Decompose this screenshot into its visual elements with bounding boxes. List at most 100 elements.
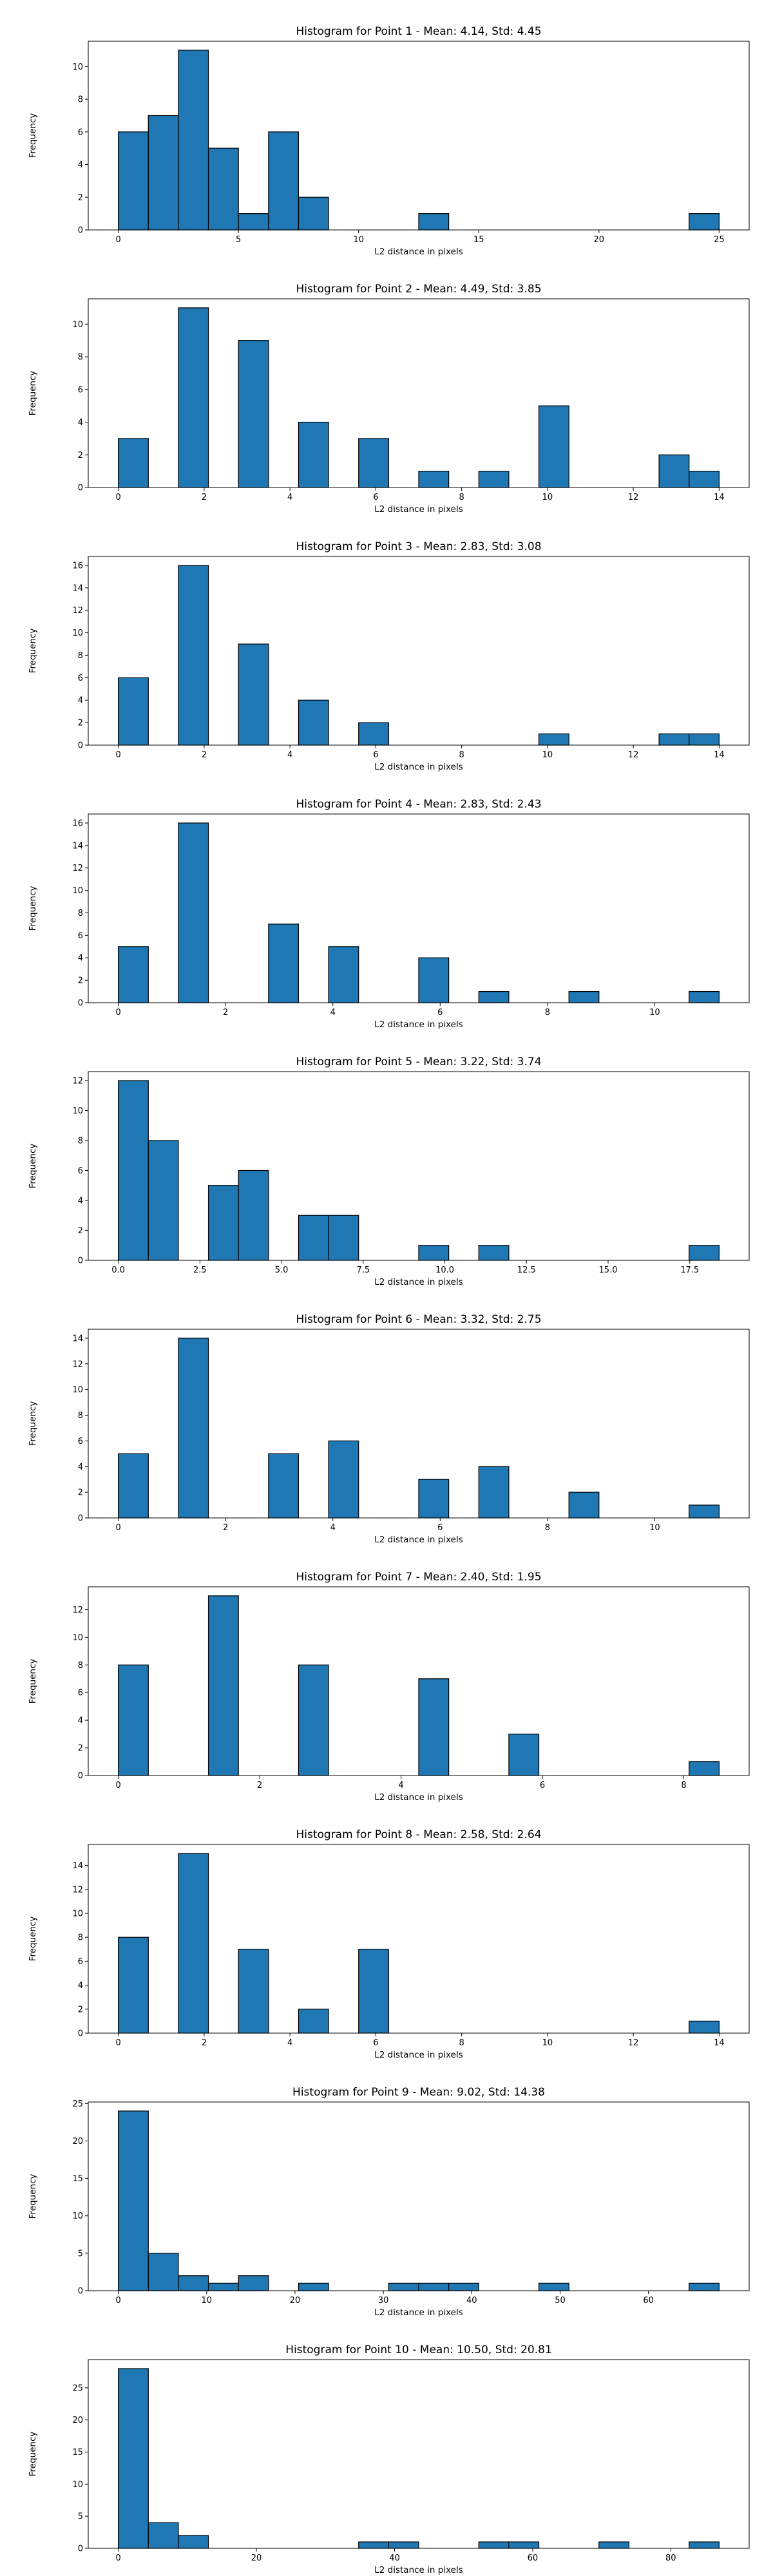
- y-tick-label: 12: [72, 1076, 83, 1086]
- y-tick-label: 2: [78, 193, 83, 203]
- histogram-bar: [568, 990, 600, 1003]
- y-tick-label: 2: [78, 1744, 83, 1754]
- x-tick-label: 2.5: [193, 1265, 207, 1275]
- x-tick-label: 15: [473, 235, 484, 245]
- histogram-bar: [298, 196, 329, 231]
- y-tick-label: 8: [78, 909, 83, 918]
- plot-frame: [88, 1329, 750, 1519]
- histogram-bar: [418, 1245, 450, 1261]
- histogram-bar: [478, 471, 510, 488]
- y-tick-label: 8: [78, 95, 83, 105]
- histogram-bar: [118, 438, 149, 488]
- x-tick-label: 6: [373, 2038, 378, 2048]
- x-tick-label: 4: [330, 1523, 336, 1533]
- x-tick-label: 2: [223, 1523, 228, 1533]
- x-tick-label: 0: [115, 493, 120, 502]
- y-axis-label: Frequency: [28, 629, 38, 674]
- x-tick-label: 0: [115, 1008, 120, 1018]
- y-axis-label: Frequency: [28, 1659, 38, 1704]
- histogram-bar: [388, 2541, 419, 2549]
- y-tick-label: 6: [78, 1957, 83, 1967]
- chart-title: Histogram for Point 5 - Mean: 3.22, Std:…: [296, 1056, 541, 1068]
- y-tick-label: 6: [78, 1689, 83, 1698]
- histogram-bar: [207, 1185, 239, 1261]
- y-tick-label: 0: [78, 1514, 83, 1524]
- histogram-bar: [689, 213, 720, 231]
- histogram-bar: [358, 722, 389, 746]
- histogram-bar: [568, 1492, 600, 1519]
- x-tick-label: 8: [459, 750, 464, 760]
- y-tick-label: 14: [72, 1861, 83, 1871]
- x-tick-label: 10: [542, 750, 553, 760]
- y-tick-label: 6: [78, 674, 83, 683]
- x-tick-label: 4: [287, 493, 292, 502]
- x-tick-label: 8: [681, 1781, 686, 1790]
- histogram-bar: [268, 1453, 300, 1519]
- y-axis-label: Frequency: [28, 1917, 38, 1962]
- histogram-bar: [178, 50, 209, 231]
- y-axis-label: Frequency: [28, 1144, 38, 1189]
- chart-title: Histogram for Point 9 - Mean: 9.02, Std:…: [292, 2086, 545, 2099]
- x-tick-label: 20: [290, 2296, 301, 2306]
- x-tick-label: 10: [649, 1008, 660, 1018]
- histogram-bar: [689, 1504, 720, 1519]
- y-axis-label: Frequency: [28, 371, 38, 416]
- y-tick-label: 10: [72, 2211, 83, 2221]
- x-tick-label: 5.0: [275, 1265, 289, 1275]
- x-tick-label: 25: [714, 235, 725, 245]
- histogram-bar: [118, 1937, 149, 2034]
- chart-title: Histogram for Point 3 - Mean: 2.83, Std:…: [296, 540, 541, 553]
- x-tick-label: 0: [115, 2038, 120, 2048]
- histogram-bar: [418, 2282, 450, 2291]
- y-tick-label: 5: [78, 2249, 83, 2259]
- histogram-panel-4: Histogram for Point 4 - Mean: 2.83, Std:…: [28, 798, 750, 1030]
- histogram-bar: [328, 1440, 359, 1519]
- y-tick-label: 10: [72, 629, 83, 638]
- x-tick-label: 40: [389, 2553, 400, 2563]
- y-tick-label: 8: [78, 1933, 83, 1943]
- histogram-bar: [298, 2282, 329, 2291]
- histogram-bar: [418, 471, 450, 488]
- y-tick-label: 4: [78, 418, 83, 428]
- y-tick-label: 12: [72, 606, 83, 616]
- y-tick-label: 15: [72, 2174, 83, 2184]
- histogram-bar: [689, 1245, 720, 1261]
- x-tick-label: 10: [542, 493, 553, 502]
- histogram-bar: [298, 421, 329, 488]
- histogram-bar: [418, 1678, 450, 1776]
- x-tick-label: 2: [257, 1781, 262, 1790]
- x-tick-label: 0: [115, 2553, 120, 2563]
- histogram-bar: [689, 733, 720, 746]
- y-tick-label: 0: [78, 2287, 83, 2297]
- x-tick-label: 12: [628, 2038, 639, 2048]
- y-tick-label: 10: [72, 62, 83, 72]
- y-tick-label: 14: [72, 583, 83, 593]
- y-tick-label: 8: [78, 1411, 83, 1421]
- x-tick-label: 10: [542, 2038, 553, 2048]
- x-tick-label: 12: [628, 493, 639, 502]
- histogram-bar: [328, 946, 359, 1003]
- y-tick-label: 10: [72, 886, 83, 896]
- histogram-bar: [148, 2253, 179, 2291]
- y-tick-label: 2: [78, 976, 83, 986]
- y-tick-label: 8: [78, 1661, 83, 1671]
- y-tick-label: 4: [78, 1716, 83, 1726]
- histogram-bar: [178, 2275, 209, 2291]
- x-tick-label: 0: [115, 235, 120, 245]
- x-tick-label: 50: [555, 2296, 566, 2306]
- x-tick-label: 10: [649, 1523, 660, 1533]
- plot-frame: [88, 2101, 750, 2291]
- histogram-bar: [418, 957, 450, 1003]
- histogram-bar: [118, 946, 149, 1003]
- chart-title: Histogram for Point 10 - Mean: 10.50, St…: [285, 2344, 552, 2356]
- histogram-bar: [238, 340, 269, 488]
- histogram-bar: [118, 131, 149, 231]
- histogram-bar: [238, 213, 269, 231]
- y-tick-label: 10: [72, 1909, 83, 1918]
- histogram-panel-10: Histogram for Point 10 - Mean: 10.50, St…: [28, 2344, 750, 2575]
- x-tick-label: 30: [378, 2296, 389, 2306]
- histogram-bar: [118, 2110, 149, 2291]
- histogram-bar: [538, 2282, 569, 2291]
- plot-frame: [88, 813, 750, 1003]
- x-tick-label: 6: [437, 1523, 443, 1533]
